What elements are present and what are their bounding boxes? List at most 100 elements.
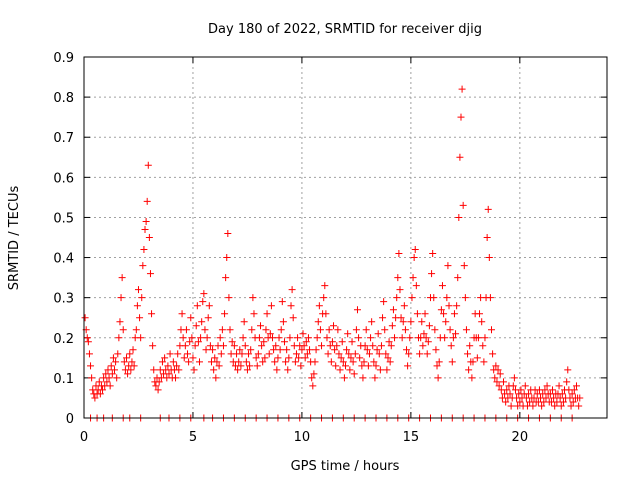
grid-lines xyxy=(84,57,607,418)
data-point xyxy=(441,334,449,342)
data-point xyxy=(247,346,255,354)
data-point xyxy=(297,362,305,370)
data-point xyxy=(216,334,224,342)
data-point xyxy=(336,366,344,374)
data-point xyxy=(469,358,477,366)
data-point xyxy=(175,366,183,374)
y-tick-label: 0.2 xyxy=(53,332,74,347)
data-point xyxy=(300,342,308,350)
data-point xyxy=(155,378,163,386)
data-point xyxy=(81,314,89,322)
data-point xyxy=(335,350,343,358)
data-point xyxy=(279,318,287,326)
data-point xyxy=(395,250,403,258)
data-point xyxy=(134,286,142,294)
data-point xyxy=(343,346,351,354)
data-point xyxy=(428,270,436,278)
data-point xyxy=(550,394,558,402)
data-point xyxy=(333,342,341,350)
data-point xyxy=(132,326,140,334)
data-point xyxy=(118,274,126,282)
data-point xyxy=(265,350,273,358)
data-point xyxy=(145,234,153,241)
data-point xyxy=(104,366,112,374)
data-point xyxy=(241,342,249,350)
data-point xyxy=(326,342,334,350)
data-point xyxy=(359,374,367,382)
data-point xyxy=(382,350,390,358)
data-point xyxy=(130,362,138,370)
data-point xyxy=(393,294,401,302)
data-point xyxy=(112,358,120,366)
data-point xyxy=(419,342,427,350)
data-point xyxy=(313,334,321,342)
data-point xyxy=(377,342,385,350)
data-point xyxy=(331,346,339,354)
data-point xyxy=(420,330,428,338)
data-point xyxy=(516,398,524,406)
data-point xyxy=(406,334,414,342)
data-point xyxy=(266,330,274,338)
data-point xyxy=(558,390,566,398)
data-point xyxy=(122,354,130,362)
data-point xyxy=(246,362,254,370)
data-point xyxy=(360,358,368,366)
data-point xyxy=(478,318,486,326)
data-point xyxy=(116,318,124,326)
data-point xyxy=(438,282,446,290)
data-point xyxy=(276,346,284,354)
data-point xyxy=(356,354,364,362)
data-point xyxy=(435,358,443,366)
data-point xyxy=(459,201,467,209)
data-point xyxy=(479,342,487,350)
data-point xyxy=(429,250,437,258)
data-point xyxy=(383,366,391,374)
data-point xyxy=(312,346,320,354)
data-point xyxy=(507,402,515,410)
data-point xyxy=(551,402,559,410)
data-point xyxy=(218,326,226,334)
data-point xyxy=(339,358,347,366)
data-point xyxy=(340,374,348,382)
data-point xyxy=(422,334,430,342)
data-point xyxy=(351,350,359,358)
data-point xyxy=(124,370,132,378)
data-point xyxy=(509,382,517,390)
data-point xyxy=(555,382,563,390)
data-point xyxy=(119,326,127,334)
data-point xyxy=(285,354,293,362)
data-point xyxy=(278,298,286,306)
data-point xyxy=(391,334,399,342)
data-point xyxy=(456,153,464,161)
data-point xyxy=(368,318,376,326)
data-point xyxy=(446,326,454,334)
data-point xyxy=(346,366,354,374)
data-point xyxy=(108,370,116,378)
data-point xyxy=(337,354,345,362)
data-point xyxy=(243,366,251,374)
data-point xyxy=(447,342,455,350)
data-point xyxy=(267,302,275,310)
data-point xyxy=(321,282,329,290)
data-point xyxy=(286,334,294,342)
data-point xyxy=(457,113,465,121)
data-point xyxy=(188,334,196,342)
data-point xyxy=(249,294,257,302)
data-point xyxy=(488,326,496,334)
data-point xyxy=(182,326,190,334)
data-point xyxy=(309,382,317,390)
data-point xyxy=(215,362,223,370)
data-point xyxy=(262,326,270,334)
y-tick-label: 0.7 xyxy=(53,131,74,146)
data-point xyxy=(166,350,174,358)
data-point xyxy=(388,322,396,330)
data-point xyxy=(185,358,193,366)
data-point xyxy=(468,374,476,382)
data-point xyxy=(219,342,227,350)
data-point xyxy=(187,314,195,322)
data-point xyxy=(252,354,260,362)
data-point xyxy=(198,318,206,326)
data-point xyxy=(398,334,406,342)
data-point xyxy=(103,378,111,386)
